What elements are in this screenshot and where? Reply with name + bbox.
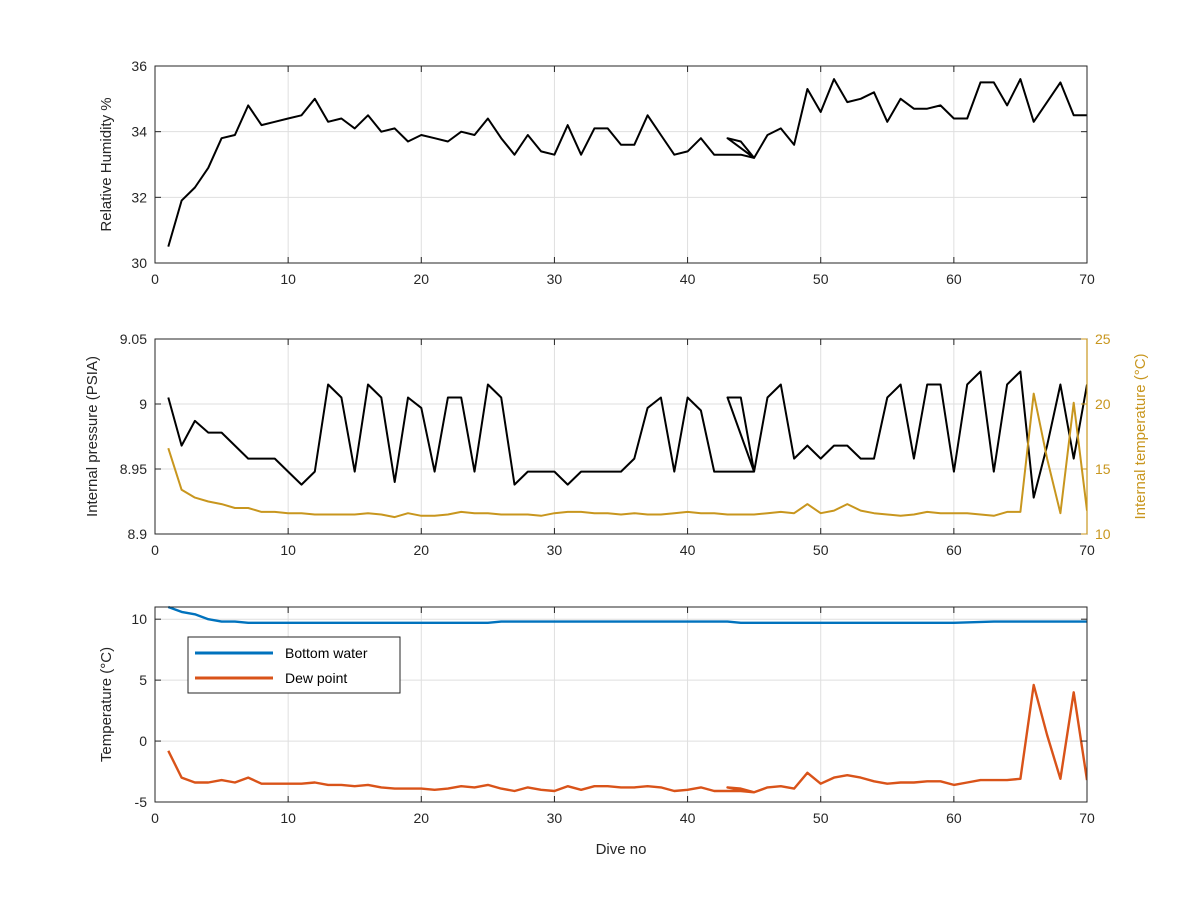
y-axis-title: Relative Humidity % bbox=[98, 97, 115, 231]
x-tick-label: 60 bbox=[946, 542, 962, 558]
chart-panel-1: 0 10 20 30 40 50 60 70 30 32 34 36 Relative Humidity… bbox=[98, 58, 1095, 287]
x-tick-label: 70 bbox=[1079, 542, 1095, 558]
x-tick-label: 20 bbox=[413, 271, 429, 287]
series-line-2 bbox=[167, 683, 1087, 794]
y-tick-label: 8.95 bbox=[120, 461, 147, 477]
legend-label: Bottom water bbox=[285, 645, 368, 661]
x-tick-label: 30 bbox=[547, 271, 563, 287]
y-axis-title: Temperature (°C) bbox=[98, 647, 115, 762]
plot-area bbox=[155, 339, 1087, 534]
y-tick-label: 36 bbox=[131, 58, 147, 74]
x-tick-label: 40 bbox=[680, 810, 696, 826]
x-tick-label: 30 bbox=[547, 810, 563, 826]
series-line-2 bbox=[167, 392, 1087, 519]
y-tick-label: 0 bbox=[139, 733, 147, 749]
y-tick-label: 30 bbox=[131, 255, 147, 271]
series-line-1 bbox=[167, 605, 1087, 624]
y-tick-label: 32 bbox=[131, 189, 147, 205]
plot-area bbox=[155, 607, 1087, 802]
x-tick-label: 50 bbox=[813, 542, 829, 558]
x-tick-label: 10 bbox=[280, 810, 296, 826]
x-tick-label: 30 bbox=[547, 542, 563, 558]
x-tick-label: 50 bbox=[813, 271, 829, 287]
axes-box bbox=[154, 65, 1088, 264]
y-tick-label: 10 bbox=[131, 611, 147, 627]
y-tick-label: 34 bbox=[131, 124, 147, 140]
x-tick-label: 60 bbox=[946, 271, 962, 287]
x-tick-label: 10 bbox=[280, 542, 296, 558]
axes-box bbox=[154, 606, 1088, 803]
x-tick-label: 0 bbox=[151, 542, 159, 558]
chart-panel-2: 0 10 20 30 40 50 60 70 8.9 8.95 9 9.05 10 15 20 25 Inter… bbox=[84, 331, 1149, 558]
x-tick-label: 10 bbox=[280, 271, 296, 287]
y2-axis-title: Internal temperature (°C) bbox=[1132, 353, 1149, 519]
series-line-1 bbox=[167, 370, 1087, 499]
legend: Bottom water Dew point bbox=[187, 636, 401, 694]
plot-area bbox=[155, 66, 1087, 263]
x-tick-label: 50 bbox=[813, 810, 829, 826]
y2-tick-label: 25 bbox=[1095, 331, 1111, 347]
x-tick-label: 40 bbox=[680, 542, 696, 558]
x-tick-label: 70 bbox=[1079, 810, 1095, 826]
legend-label: Dew point bbox=[285, 670, 347, 686]
x-axis-title: Dive no bbox=[596, 841, 647, 858]
legend-box bbox=[187, 636, 401, 694]
x-tick-label: 60 bbox=[946, 810, 962, 826]
x-tick-label: 20 bbox=[413, 810, 429, 826]
y2-tick-label: 15 bbox=[1095, 461, 1111, 477]
y-tick-label: 9 bbox=[139, 396, 147, 412]
y2-tick-label: 20 bbox=[1095, 396, 1111, 412]
y2-tick-label: 10 bbox=[1095, 526, 1111, 542]
x-tick-label: 40 bbox=[680, 271, 696, 287]
y-tick-label: 5 bbox=[139, 672, 147, 688]
y-tick-label: 9.05 bbox=[120, 331, 147, 347]
y-tick-label: 8.9 bbox=[128, 526, 148, 542]
x-tick-label: 70 bbox=[1079, 271, 1095, 287]
series-line-1 bbox=[167, 78, 1087, 247]
x-tick-label: 20 bbox=[413, 542, 429, 558]
x-tick-label: 0 bbox=[151, 810, 159, 826]
x-tick-label: 0 bbox=[151, 271, 159, 287]
y-tick-label: -5 bbox=[135, 794, 148, 810]
y-axis-title: Internal pressure (PSIA) bbox=[84, 356, 101, 517]
